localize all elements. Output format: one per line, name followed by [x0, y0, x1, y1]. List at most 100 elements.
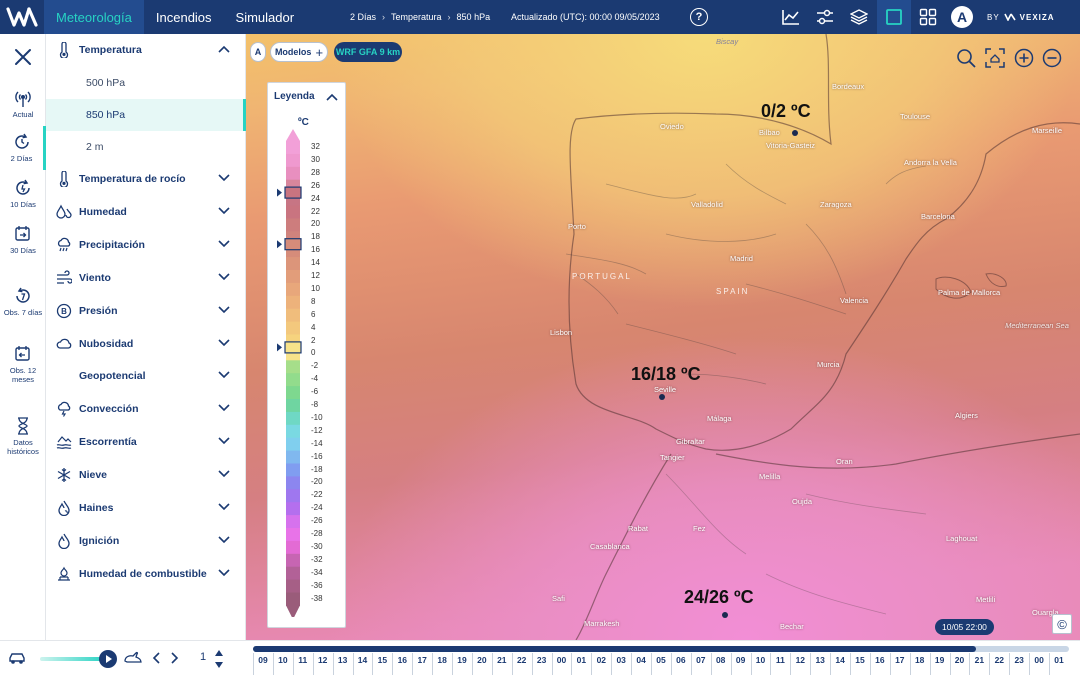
tab-incendios[interactable]: Incendios [155, 9, 212, 25]
hour-label[interactable]: 10 [755, 655, 766, 665]
tab-meteorologia[interactable]: Meteorología [44, 0, 144, 34]
sidebar-item-humedad[interactable]: Humedad [46, 197, 246, 227]
hour-label[interactable]: 16 [875, 655, 885, 665]
hour-label[interactable]: 09 [735, 655, 746, 665]
model-badge[interactable]: A [250, 42, 266, 62]
chevron-down-icon[interactable] [218, 569, 230, 577]
rail-item-10-dias[interactable]: 10 Días [0, 178, 46, 209]
tab-simulador[interactable]: Simulador [235, 9, 295, 25]
hour-label[interactable]: 18 [914, 655, 925, 665]
sidebar-item-humedad-de-combustible[interactable]: Humedad de combustible [46, 559, 246, 589]
hour-label[interactable]: 01 [576, 655, 587, 665]
chevron-down-icon[interactable] [218, 437, 230, 445]
hour-label[interactable]: 12 [795, 655, 806, 665]
chevron-down-icon[interactable] [218, 536, 230, 544]
close-icon[interactable] [12, 46, 34, 68]
hour-label[interactable]: 09 [258, 655, 268, 665]
breadcrumb-item[interactable]: Temperatura [391, 12, 442, 22]
weather-map[interactable]: A Modelos + WRF GFA 9 km PORTUGAL SPAIN … [246, 34, 1080, 640]
grid-icon[interactable] [911, 0, 945, 34]
chevron-left-icon[interactable] [152, 652, 162, 664]
sidebar-item-temperatura-de-rocio[interactable]: Temperatura de rocío [46, 164, 246, 194]
sidebar-item-presion[interactable]: B Presión [46, 296, 246, 326]
chevron-down-icon[interactable] [218, 503, 230, 511]
hour-label[interactable]: 21 [974, 655, 985, 665]
chevron-down-icon[interactable] [218, 207, 230, 215]
rail-item-2-dias[interactable]: 2 Días [0, 126, 46, 170]
chevron-down-icon[interactable] [218, 306, 230, 314]
zoom-out-icon[interactable] [1042, 48, 1062, 68]
speed-slider-track[interactable] [40, 657, 106, 661]
rail-item-datos-historicos[interactable]: Datos históricos [0, 416, 46, 456]
play-icon[interactable] [98, 649, 118, 669]
chevron-down-icon[interactable] [218, 470, 230, 478]
hour-label[interactable]: 03 [616, 655, 626, 665]
chevron-down-icon[interactable] [218, 273, 230, 281]
hour-label[interactable]: 05 [656, 655, 666, 665]
hour-label[interactable]: 19 [457, 655, 467, 665]
chevron-down-icon[interactable] [218, 371, 230, 379]
hour-label[interactable]: 23 [1014, 655, 1024, 665]
hour-label[interactable]: 13 [337, 655, 348, 665]
model-chip[interactable]: WRF GFA 9 km [334, 42, 402, 62]
hour-label[interactable]: 17 [895, 655, 905, 665]
chevron-right-icon[interactable] [169, 652, 179, 664]
hour-label[interactable]: 20 [477, 655, 487, 665]
hour-label[interactable]: 21 [497, 655, 507, 665]
sidebar-subitem-500-hpa[interactable]: 500 hPa [86, 77, 126, 89]
rail-item-obs-12-meses[interactable]: Obs. 12 meses [0, 344, 46, 384]
sidebar-item-temperatura[interactable]: Temperatura [46, 35, 246, 65]
hour-label[interactable]: 06 [676, 655, 686, 665]
legend-marker[interactable] [284, 186, 302, 199]
models-button[interactable]: Modelos + [270, 42, 328, 62]
breadcrumb-item[interactable]: 2 Días [350, 12, 377, 22]
sliders-icon[interactable] [808, 0, 842, 34]
hour-label[interactable]: 08 [715, 655, 726, 665]
hour-label[interactable]: 15 [377, 655, 388, 665]
car-icon[interactable] [8, 650, 26, 666]
legend-marker[interactable] [284, 341, 302, 354]
layers-icon[interactable] [842, 0, 876, 34]
copyright-icon[interactable]: © [1052, 614, 1072, 634]
hour-label[interactable]: 14 [357, 655, 368, 665]
hour-label[interactable]: 15 [855, 655, 865, 665]
help-icon[interactable]: ? [690, 8, 708, 26]
sidebar-item-nubosidad[interactable]: Nubosidad [46, 329, 246, 359]
hour-label[interactable]: 17 [417, 655, 427, 665]
chart-icon[interactable] [774, 0, 808, 34]
hour-label[interactable]: 11 [298, 655, 308, 665]
hour-label[interactable]: 00 [1034, 655, 1044, 665]
hour-label[interactable]: 00 [556, 655, 567, 665]
timeline-track[interactable] [253, 646, 1069, 652]
hour-label[interactable]: 04 [636, 655, 646, 665]
location-marker[interactable] [722, 612, 728, 618]
stepper-icon[interactable] [214, 648, 224, 670]
home-frame-icon[interactable] [985, 48, 1005, 68]
hour-label[interactable]: 10 [278, 655, 288, 665]
chevron-down-icon[interactable] [218, 174, 230, 182]
app-logo[interactable] [0, 0, 44, 34]
hour-label[interactable]: 16 [397, 655, 408, 665]
rail-item-30-dias[interactable]: 30 Días [0, 224, 46, 255]
rabbit-icon[interactable] [123, 651, 143, 665]
hour-label[interactable]: 20 [954, 655, 965, 665]
hour-label[interactable]: 12 [317, 655, 328, 665]
sidebar-item-precipitacion[interactable]: Precipitación [46, 230, 246, 260]
sidebar-item-escorrentia[interactable]: Escorrentía [46, 427, 246, 457]
chevron-down-icon[interactable] [218, 338, 230, 347]
avatar[interactable]: A [951, 6, 973, 28]
square-icon[interactable] [877, 0, 911, 34]
chevron-down-icon[interactable] [218, 240, 230, 248]
hour-label[interactable]: 02 [596, 655, 607, 665]
hour-label[interactable]: 22 [516, 655, 527, 665]
hour-label[interactable]: 18 [437, 655, 447, 665]
location-marker[interactable] [792, 130, 798, 136]
hour-label[interactable]: 11 [775, 655, 785, 665]
sidebar-item-conveccion[interactable]: Convección [46, 394, 246, 424]
hour-label[interactable]: 01 [1054, 655, 1064, 665]
hour-label[interactable]: 13 [815, 655, 825, 665]
sidebar-item-ignicion[interactable]: Ignición [46, 526, 246, 556]
hour-label[interactable]: 19 [934, 655, 945, 665]
breadcrumb-item[interactable]: 850 hPa [456, 12, 491, 22]
search-icon[interactable] [956, 48, 976, 68]
